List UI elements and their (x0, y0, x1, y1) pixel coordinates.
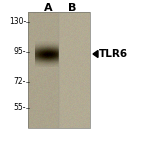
Text: 55-: 55- (14, 104, 26, 113)
Text: 130-: 130- (9, 18, 26, 27)
Text: A: A (44, 3, 52, 13)
Text: 95-: 95- (14, 48, 26, 57)
Text: TLR6: TLR6 (99, 49, 128, 59)
Bar (28, 12, 90, 128)
Text: B: B (68, 3, 76, 13)
Polygon shape (93, 50, 98, 58)
Text: 72-: 72- (14, 77, 26, 87)
